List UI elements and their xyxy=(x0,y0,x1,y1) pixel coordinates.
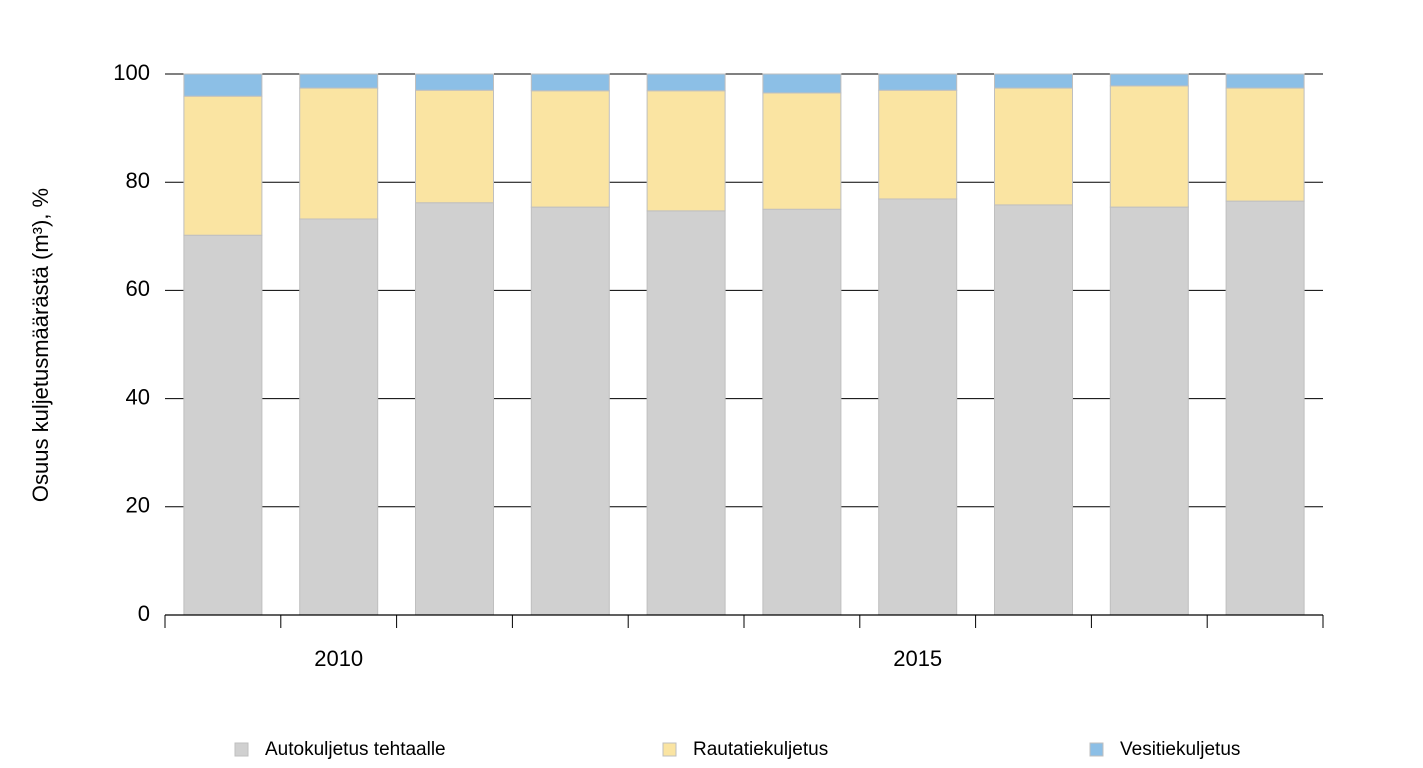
y-tick-label: 80 xyxy=(126,168,150,193)
y-tick-label: 100 xyxy=(113,60,150,85)
bar-segment xyxy=(531,74,609,91)
bar-segment xyxy=(184,96,262,235)
x-tick-label: 2015 xyxy=(893,646,942,671)
bar-segment xyxy=(1110,86,1188,207)
bar-segment xyxy=(300,74,378,88)
bar-segment xyxy=(995,88,1073,205)
bar-segment xyxy=(416,74,494,90)
bar-segment xyxy=(647,91,725,211)
bar-segment xyxy=(531,91,609,207)
bar-segment xyxy=(300,88,378,219)
bar-segment xyxy=(1226,88,1304,201)
bar-segment xyxy=(879,199,957,615)
y-tick-label: 20 xyxy=(126,493,150,518)
bar-segment xyxy=(1110,207,1188,615)
y-axis-label: Osuus kuljetusmäärästä (m³), % xyxy=(28,188,53,502)
bar-segment xyxy=(647,211,725,615)
y-tick-label: 40 xyxy=(126,384,150,409)
chart: Osuus kuljetusmäärästä (m³), % 0 20 40 60 80… xyxy=(0,0,1423,768)
bar-segment xyxy=(879,90,957,199)
bar-segment xyxy=(763,74,841,93)
bar-segment xyxy=(763,209,841,615)
legend-label: Rautatiekuljetus xyxy=(693,739,828,760)
bar-segment xyxy=(184,235,262,615)
bar-segment xyxy=(1226,74,1304,88)
legend-label: Vesitiekuljetus xyxy=(1120,739,1240,760)
bar-segment xyxy=(763,93,841,209)
x-tick-label: 2010 xyxy=(314,646,363,671)
bar-segment xyxy=(879,74,957,90)
legend-swatch xyxy=(235,743,248,756)
legend-swatch xyxy=(663,743,676,756)
bar-segment xyxy=(184,74,262,96)
bar-segment xyxy=(1226,201,1304,615)
bar-segment xyxy=(416,203,494,615)
legend-label: Autokuljetus tehtaalle xyxy=(265,739,446,760)
bar-segment xyxy=(647,74,725,91)
bar-segment xyxy=(995,205,1073,615)
y-tick-label: 60 xyxy=(126,276,150,301)
bar-segment xyxy=(416,90,494,203)
bar-segment xyxy=(300,219,378,615)
legend-swatch xyxy=(1090,743,1103,756)
bar-segment xyxy=(1110,74,1188,86)
bar-segment xyxy=(995,74,1073,88)
y-tick-label: 0 xyxy=(138,601,150,626)
bar-segment xyxy=(531,207,609,615)
